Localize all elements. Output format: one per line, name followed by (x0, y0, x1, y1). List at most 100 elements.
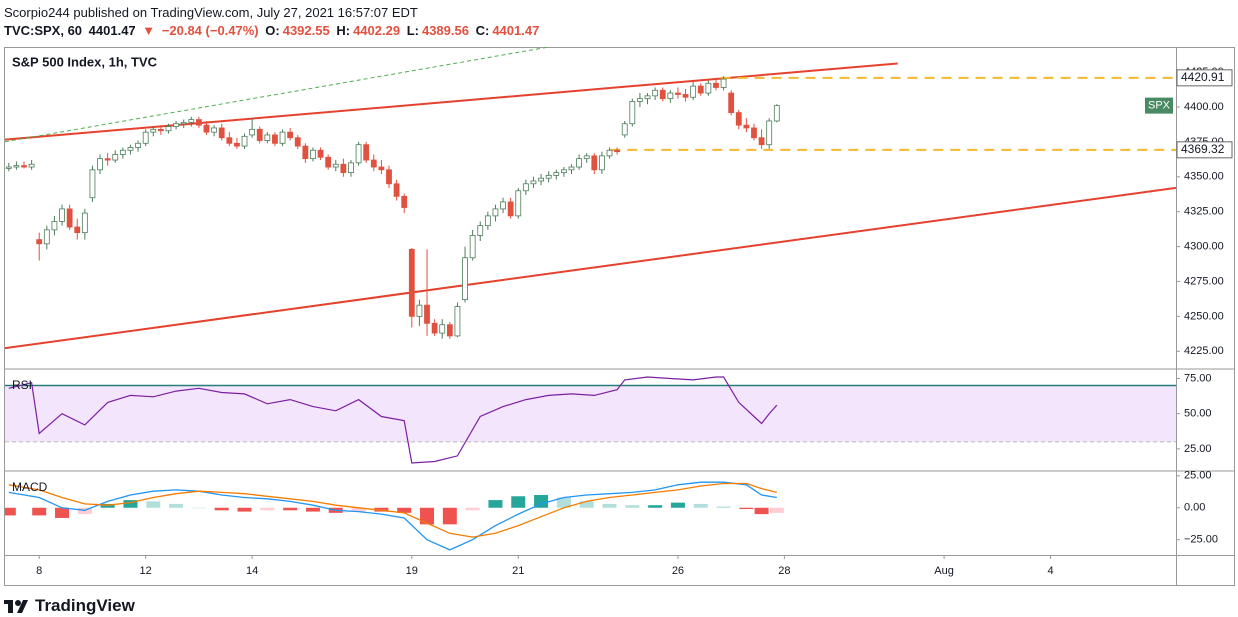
candle-body (332, 163, 339, 168)
macd-histogram-bar (556, 497, 571, 508)
candle-body (484, 215, 491, 227)
candle-body (370, 159, 377, 168)
candle-body (621, 123, 628, 136)
candle-body (492, 208, 499, 217)
candle-body (424, 304, 430, 324)
y-tick-label: 0.00 (1184, 502, 1205, 514)
candle-body (766, 120, 773, 146)
candle-body (743, 124, 750, 129)
candle-body (553, 172, 560, 176)
quote-label: O: (265, 23, 280, 38)
change: −20.84 (−0.47%) (161, 23, 259, 38)
macd-histogram-bar (32, 507, 47, 516)
candle-body (249, 128, 256, 136)
candle-body (256, 128, 263, 141)
candle-body (135, 142, 141, 148)
candle-body (773, 105, 780, 122)
candle-body (454, 306, 461, 337)
macd-histogram-bar (625, 505, 640, 508)
quote-value: 4389.56 (421, 23, 469, 38)
x-tick-label: 4 (1047, 565, 1053, 577)
candle-body (507, 201, 514, 217)
candle-body (697, 85, 704, 94)
macd-histogram-bar (488, 500, 503, 508)
candle-body (81, 212, 88, 234)
macd-histogram-bar (648, 505, 663, 508)
candle-body (644, 95, 651, 100)
candle-body (355, 144, 362, 164)
candle-body (522, 183, 529, 192)
y-tick-label: 75.00 (1184, 372, 1212, 384)
candle-body (515, 190, 522, 217)
symbol: TVC:SPX, 60 (4, 23, 83, 38)
candle-body (720, 78, 727, 88)
candle-body (675, 92, 681, 95)
macd-line (8, 481, 777, 551)
chart: 8 12 14 19 21 26 28 Aug 4 S&P 500 Index, 1h, TVC 4… (4, 47, 1235, 586)
candle-body (127, 147, 134, 151)
y-tick-label: 4350.00 (1184, 171, 1224, 183)
candle-body (89, 169, 96, 199)
candle-body (439, 324, 446, 334)
macd-histogram-bar (283, 507, 298, 511)
quote-value: 4401.47 (492, 23, 540, 38)
logo-icon (4, 600, 28, 613)
candle-body (393, 183, 400, 197)
candle-body (150, 128, 157, 133)
symbol-tag-label: SPX (1148, 100, 1171, 112)
price-level-label: 4369.32 (1181, 142, 1225, 156)
macd-histogram-bar (442, 507, 457, 525)
candle-body (279, 131, 286, 144)
candle-body (241, 135, 248, 147)
macd-histogram-bar (351, 507, 366, 512)
candle-body (142, 131, 149, 144)
candle-body (560, 169, 567, 174)
macd-histogram-bar (146, 501, 161, 508)
candle-body (36, 239, 43, 245)
candle-body (659, 89, 666, 100)
pane (5, 481, 784, 551)
candle-body (66, 208, 73, 228)
pane (5, 376, 1176, 464)
candle-body (363, 144, 370, 161)
candle-body (21, 165, 27, 168)
candle-body (302, 145, 309, 160)
candle-body (758, 137, 765, 146)
macd-histogram-bar (169, 503, 184, 508)
trendline (5, 186, 1176, 350)
candle-body (576, 158, 582, 168)
macd-histogram-bar (5, 507, 16, 516)
x-tick-label: 21 (512, 565, 524, 577)
macd-histogram-bar (55, 507, 70, 518)
y-tick-label: −25.00 (1184, 534, 1218, 546)
candle-body (378, 166, 385, 171)
candle-body (74, 226, 81, 234)
brand: TradingView (35, 596, 135, 615)
candle-body (348, 162, 354, 174)
candle-body (462, 257, 468, 301)
candle-body (104, 158, 111, 161)
candle-body (165, 126, 172, 132)
y-tick-label: 4300.00 (1184, 240, 1224, 252)
macd-histogram-bar (602, 503, 617, 508)
quote-value: 4402.29 (353, 23, 401, 38)
price-level-label: 4420.91 (1181, 70, 1225, 84)
y-tick-label: 25.00 (1184, 443, 1212, 455)
candle-body (157, 128, 164, 132)
rsi-band (5, 385, 1176, 442)
x-tick-label: 28 (778, 565, 790, 577)
macd-histogram-bar (716, 506, 731, 508)
candle-body (97, 158, 103, 171)
candle-body (294, 137, 301, 147)
price-level-tag (1176, 69, 1233, 87)
macd-histogram-bar (260, 507, 275, 511)
x-tick-label: 14 (246, 565, 258, 577)
candle-body (682, 94, 689, 98)
price-level-tag (1176, 141, 1233, 159)
change-arrow: ▼ (142, 23, 156, 38)
pane-title: RSI (12, 378, 32, 392)
candle-body (211, 127, 218, 133)
candle-body (180, 121, 187, 125)
y-tick-label: 4400.00 (1184, 101, 1224, 113)
pane-title: S&P 500 Index, 1h, TVC (12, 54, 158, 69)
